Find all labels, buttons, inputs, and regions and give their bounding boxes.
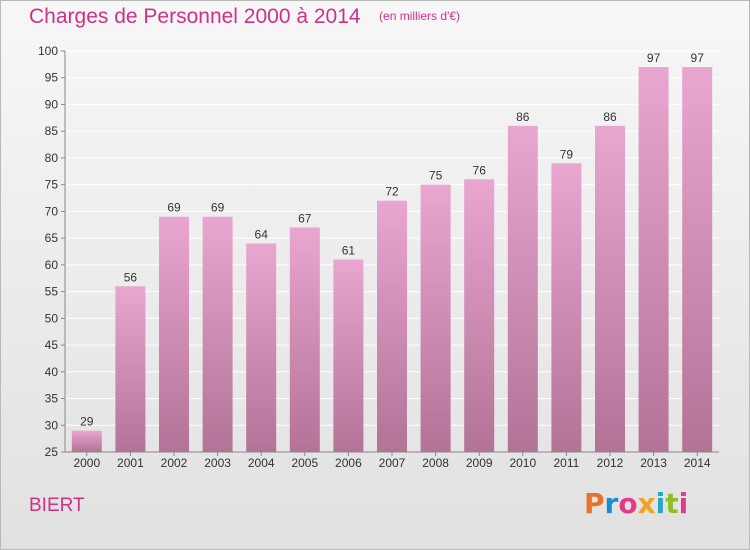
x-tick-label-2004: 2004	[248, 456, 275, 470]
label-layer: 29 56 69 69 64 67 61 72 75 76 86 79 86 97 97	[80, 51, 704, 429]
logo-letter: i	[655, 487, 666, 520]
bar-2010	[507, 125, 538, 452]
y-tick-label: 75	[45, 178, 59, 192]
data-label-2001: 56	[124, 270, 138, 284]
x-tick-label-2009: 2009	[466, 456, 493, 470]
data-label-2013: 97	[647, 51, 661, 65]
data-label-2006: 61	[342, 244, 356, 258]
data-label-2007: 72	[385, 185, 399, 199]
x-tick-label-2007: 2007	[379, 456, 406, 470]
logo-letter: P	[584, 487, 605, 520]
x-tick-label-2003: 2003	[204, 456, 231, 470]
y-tick-label: 55	[45, 285, 59, 299]
logo-letter: x	[637, 487, 656, 520]
bar-2003	[202, 216, 233, 452]
x-tick-label-2002: 2002	[161, 456, 188, 470]
logo-letter: o	[618, 487, 638, 520]
logo-letter: r	[604, 487, 619, 520]
bar-2008	[420, 184, 451, 452]
commune-name: BIERT	[29, 495, 85, 516]
y-tick-label: 45	[45, 338, 59, 352]
x-tick-label-2012: 2012	[597, 456, 624, 470]
chart-title: Charges de Personnel 2000 à 2014	[29, 5, 361, 28]
bar-2004	[246, 243, 277, 452]
proxiti-logo[interactable]: Proxiti	[584, 487, 688, 520]
bar-2001	[115, 286, 146, 452]
bar-2006	[333, 259, 364, 452]
y-tick-label: 35	[45, 392, 59, 406]
logo-letter: i	[678, 487, 689, 520]
data-label-2014: 97	[691, 51, 705, 65]
y-tick-label: 60	[45, 258, 59, 272]
y-tick-label: 65	[45, 231, 59, 245]
y-tick-label: 95	[45, 71, 59, 85]
data-label-2010: 86	[516, 110, 530, 124]
y-tick-label: 85	[45, 124, 59, 138]
x-tick-label-2000: 2000	[73, 456, 100, 470]
data-label-2011: 79	[560, 147, 574, 161]
bar-2011	[551, 163, 582, 452]
x-tick-label-2010: 2010	[509, 456, 536, 470]
bar-2012	[595, 125, 625, 452]
axis-layer: 25 30 35 40 45 50 55 60 65 70 75 80 85 90 95 100 2000 200…	[38, 44, 719, 470]
data-label-2009: 76	[473, 163, 487, 177]
y-tick-label: 80	[45, 151, 59, 165]
y-tick-label: 50	[45, 311, 59, 325]
data-label-2002: 69	[167, 201, 181, 215]
bar-2002	[159, 216, 189, 452]
y-tick-label: 100	[38, 44, 58, 58]
y-tick-label: 70	[45, 204, 59, 218]
data-label-2003: 69	[211, 201, 225, 215]
bar-2014	[682, 67, 713, 452]
x-tick-label-2006: 2006	[335, 456, 362, 470]
data-label-2000: 29	[80, 415, 94, 429]
x-tick-label-2011: 2011	[553, 456, 579, 470]
chart-subtitle: (en milliers d'€)	[379, 9, 461, 23]
data-label-2012: 86	[603, 110, 617, 124]
y-tick-label: 90	[45, 97, 59, 111]
bar-2000	[71, 430, 102, 452]
bar-2005	[289, 227, 320, 452]
data-label-2005: 67	[298, 211, 312, 225]
x-tick-label-2008: 2008	[422, 456, 449, 470]
title-row: Charges de Personnel 2000 à 2014 (en mil…	[29, 5, 460, 29]
x-tick-label-2014: 2014	[684, 456, 711, 470]
y-tick-label: 30	[45, 418, 59, 432]
data-label-2004: 64	[255, 227, 269, 241]
bar-2013	[638, 67, 669, 452]
data-label-2008: 75	[429, 169, 443, 183]
logo-letter: t	[665, 487, 679, 520]
bar-2007	[377, 200, 407, 452]
x-tick-label-2001: 2001	[117, 456, 144, 470]
bar-2009	[464, 179, 495, 452]
x-tick-label-2013: 2013	[640, 456, 667, 470]
bar-layer	[71, 67, 713, 452]
y-tick-label: 25	[45, 445, 59, 459]
x-tick-label-2005: 2005	[291, 456, 318, 470]
y-tick-label: 40	[45, 365, 59, 379]
